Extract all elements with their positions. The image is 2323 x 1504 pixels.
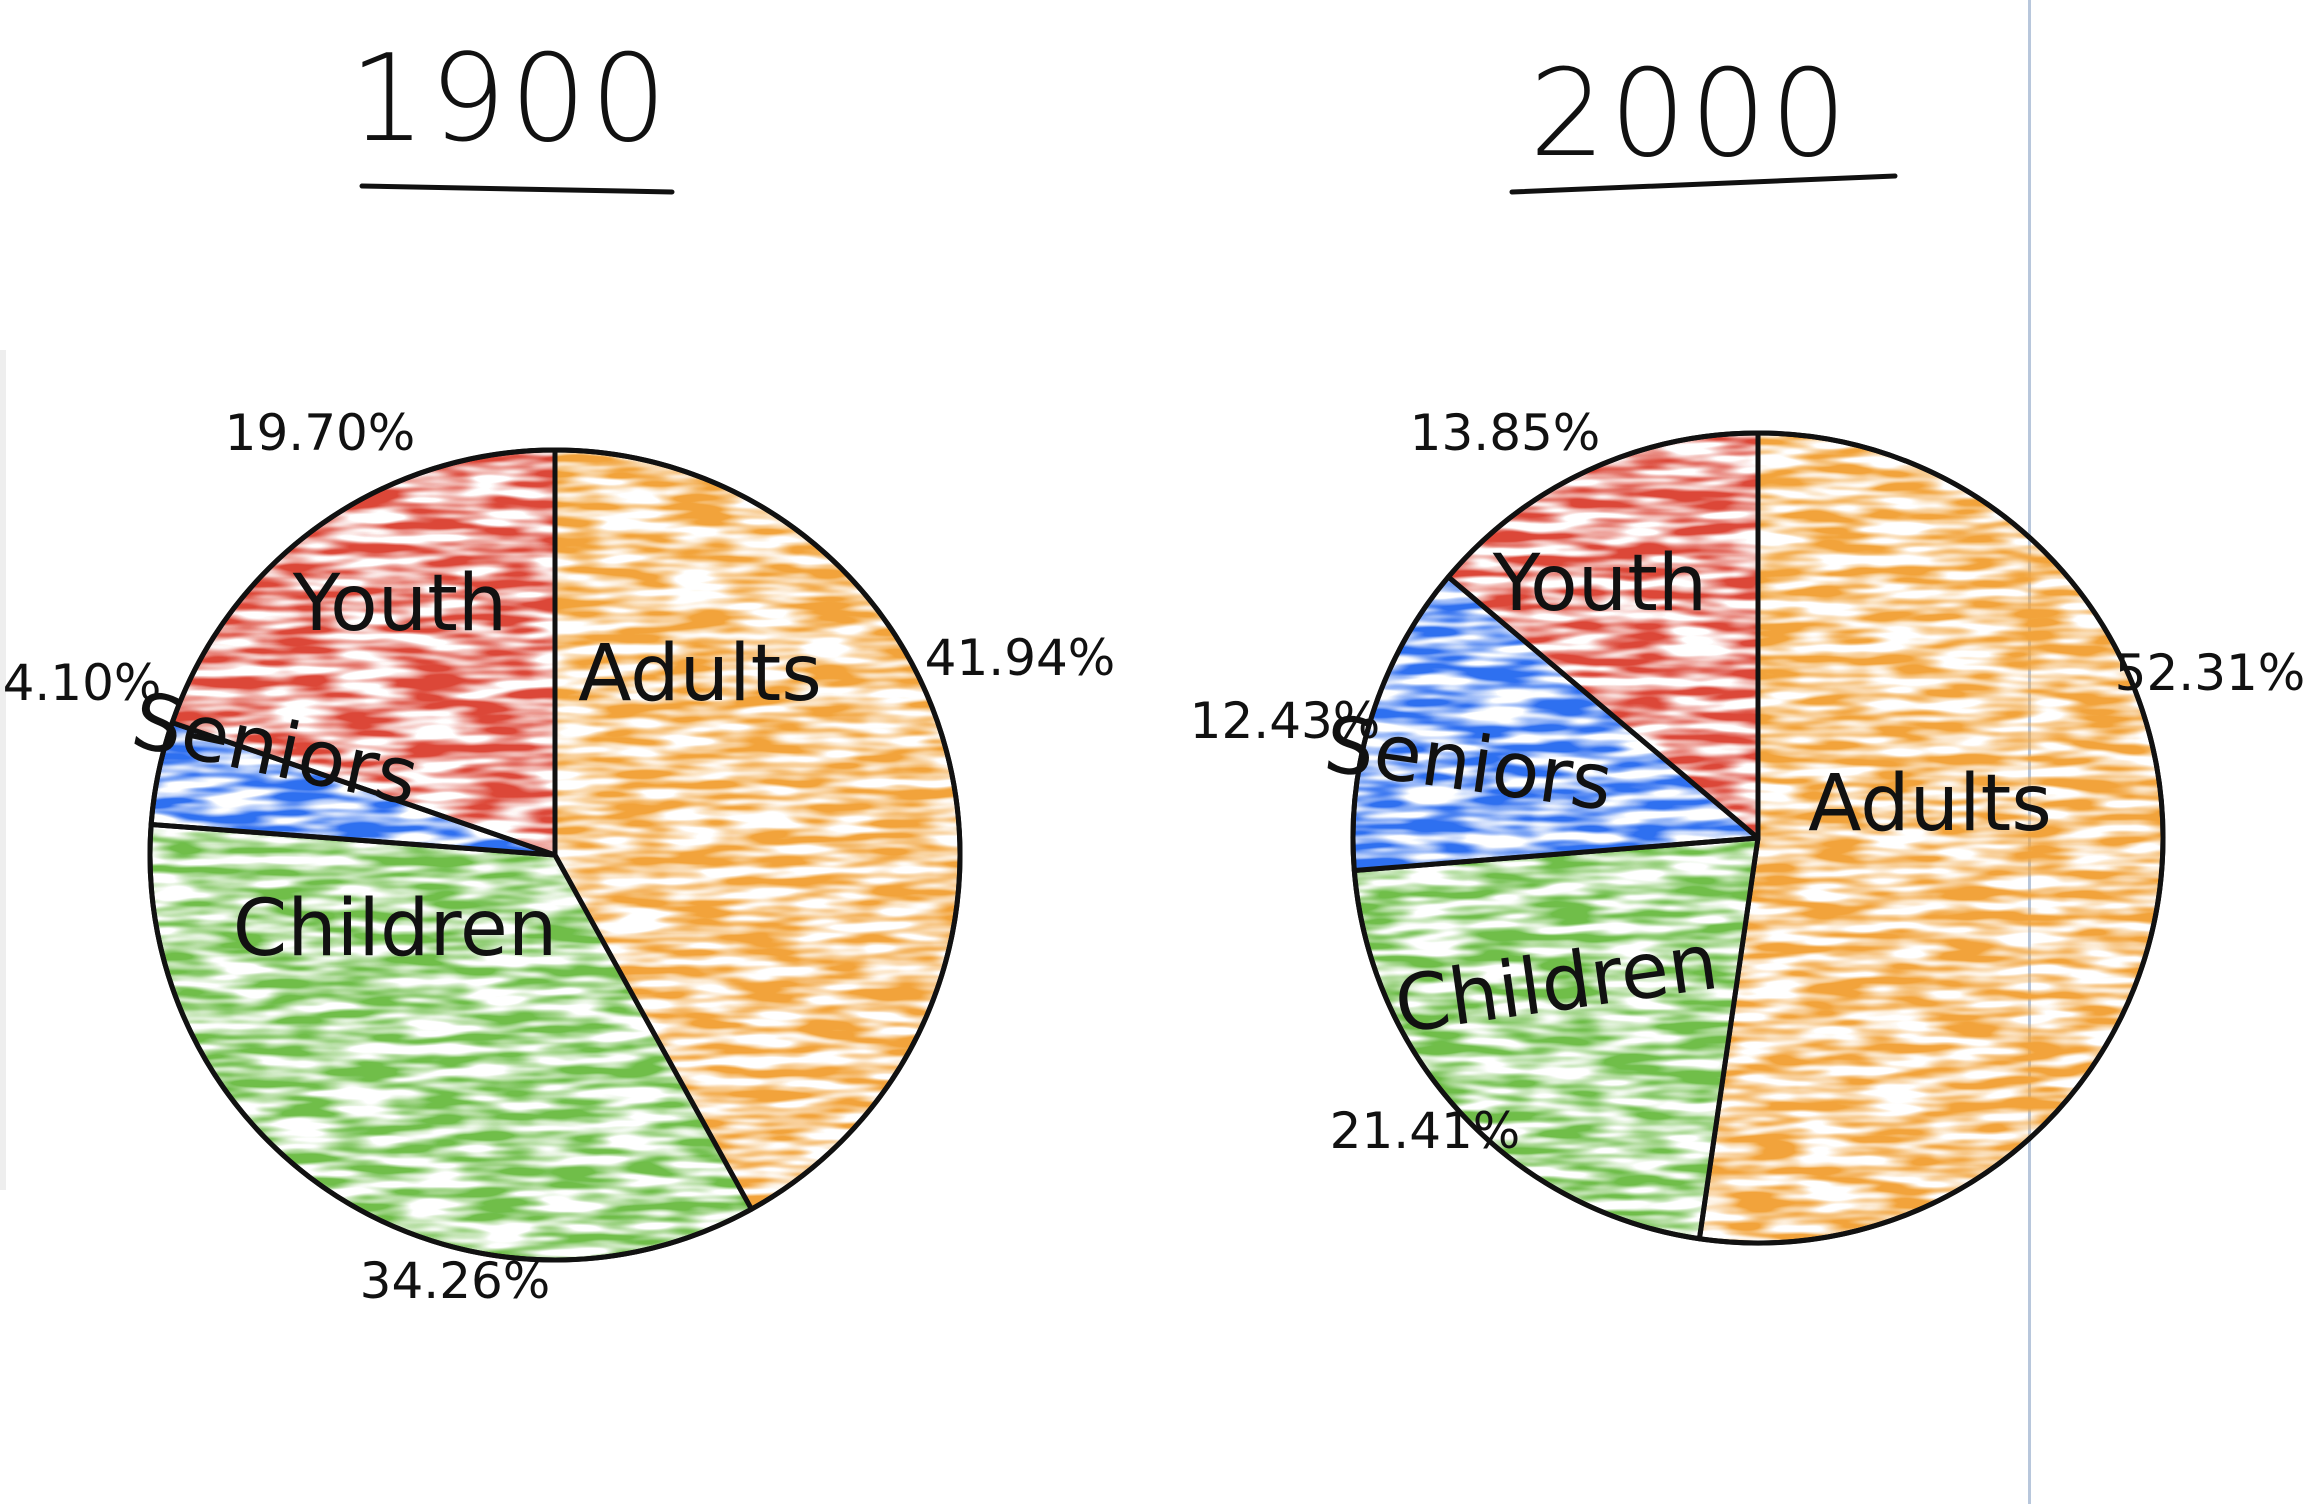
left-edge-strip <box>0 350 6 1190</box>
pie-slice-youth <box>1448 433 1758 838</box>
pie-chart-1900: 1900 Adults 41.94%Children34.26%Seniors4.… <box>3 30 1116 1310</box>
slice-label-adults: Adults <box>578 629 822 719</box>
slice-label-youth: Youth <box>1492 539 1707 629</box>
slice-percent-seniors: 12.43% <box>1190 692 1381 750</box>
title-underline <box>359 183 675 195</box>
pie-chart-2000: 2000 Adults52.31%Children21.41%Seniors12… <box>1190 45 2306 1246</box>
pie-slice-children <box>1354 838 1758 1239</box>
chart-title: 1900 <box>349 30 670 169</box>
slice-label-youth: Youth <box>292 559 507 649</box>
pie-outline-circle <box>147 447 963 1263</box>
slice-label-adults: Adults <box>1808 759 2052 849</box>
slice-label-children: Children <box>233 884 558 974</box>
slice-percent-children: 21.41% <box>1330 1102 1521 1160</box>
pie-outline-circle <box>1350 430 2166 1246</box>
pie-slice-adults <box>555 450 961 1210</box>
pie-1900 <box>147 447 963 1263</box>
slice-percent-adults: 41.94% <box>925 629 1116 687</box>
pie-slice-adults <box>1699 433 2164 1243</box>
title-underline <box>1509 173 1898 195</box>
chart-title: 2000 <box>1529 45 1850 184</box>
slice-percent-children: 34.26% <box>360 1252 551 1310</box>
slice-percent-seniors: 4.10% <box>3 654 162 712</box>
slice-percent-youth: 19.70% <box>225 404 416 462</box>
pie-2000 <box>1350 430 2166 1246</box>
pie-slice-children <box>150 824 752 1260</box>
slice-percent-youth: 13.85% <box>1410 404 1601 462</box>
slice-percent-adults: 52.31% <box>2115 644 2306 702</box>
pie-slice-seniors <box>1353 576 1758 871</box>
